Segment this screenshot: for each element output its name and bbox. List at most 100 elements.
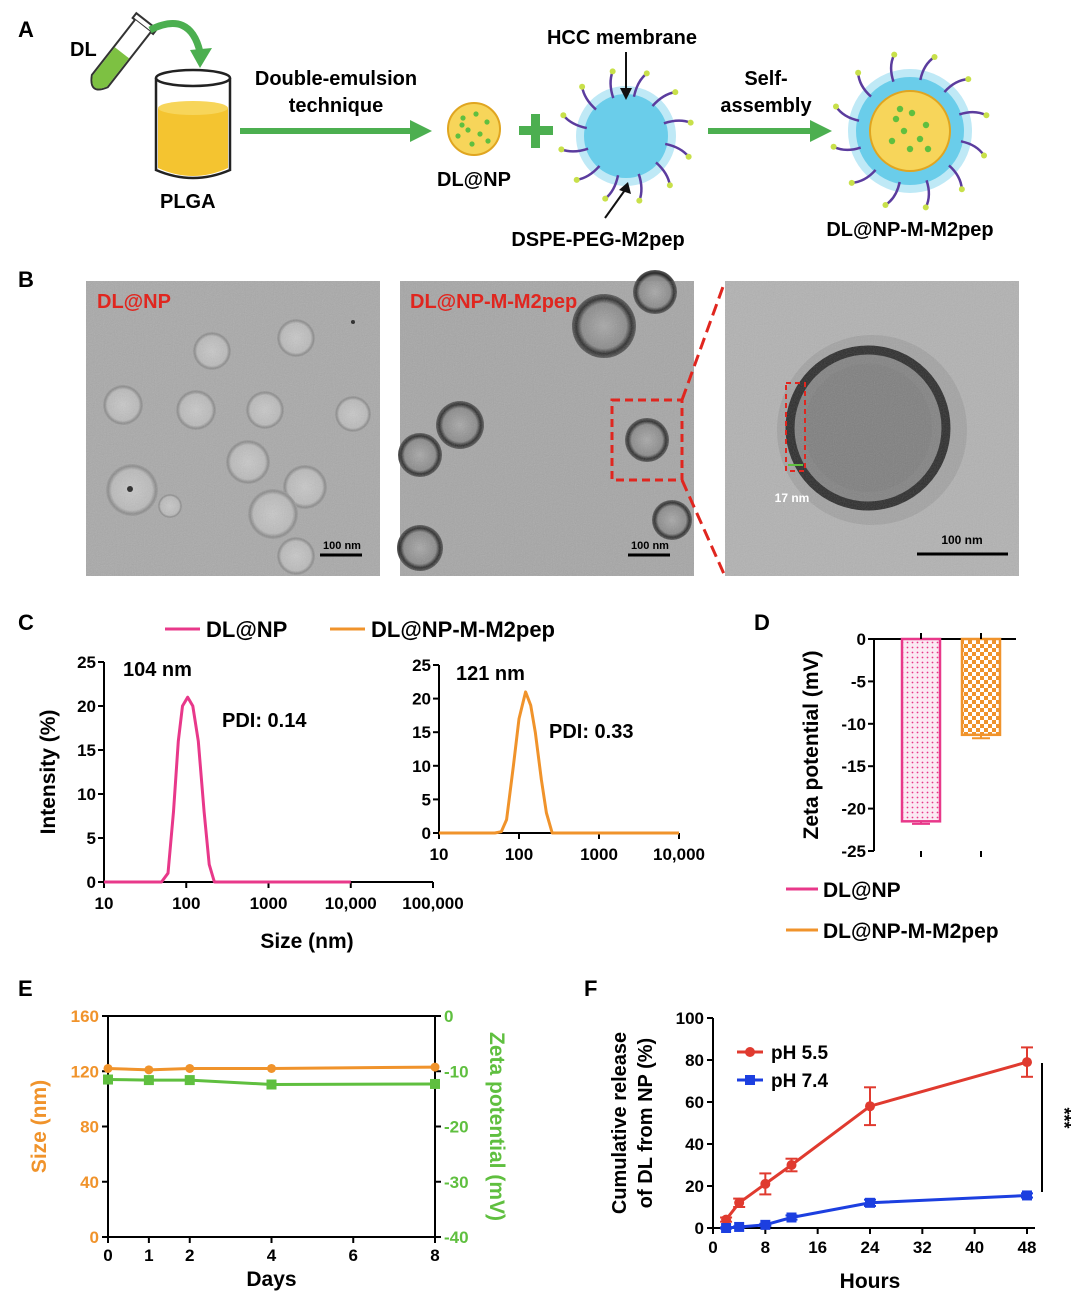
thickness-box [785, 382, 806, 472]
data-point [266, 1079, 277, 1090]
x-axis-label: Hours [840, 1270, 901, 1293]
y-tick-label: 80 [685, 1051, 704, 1070]
drug-dot [896, 105, 904, 113]
data-point [103, 1074, 113, 1085]
x-tick-label: 0 [103, 1246, 112, 1265]
peptide-head [560, 112, 567, 119]
chart-f: 0 20 40 60 80 100 0 8 16 24 32 40 48 pH 5.5 pH 7.4 *** H… [609, 1009, 1074, 1293]
legend-label-coated: DL@NP-M-M2pep [371, 617, 555, 642]
tem-image-zoom: 17 nm 100 nm [725, 281, 1019, 576]
y-tick-label: 10 [412, 757, 431, 776]
x-tick-label: 48 [1018, 1238, 1037, 1257]
x-tick-label: 10,000 [325, 894, 377, 913]
data-point [786, 1212, 797, 1223]
data-point [144, 1065, 154, 1075]
y2-tick-label: -40 [444, 1228, 469, 1247]
drug-dot [906, 145, 914, 153]
zoom-line-top [680, 283, 726, 401]
release-panel: F 0 20 40 60 80 100 0 8 16 24 32 40 48 pH 5.5 pH 7.4 **… [584, 976, 1074, 1293]
peptide-head [981, 152, 988, 159]
pdi-label: PDI: 0.14 [222, 710, 307, 732]
scale-bar-label-3: 100 nm [941, 533, 982, 547]
peg-chain [560, 147, 589, 153]
legend-label-dlnp: DL@NP [206, 617, 287, 642]
y2-tick-label: -10 [444, 1062, 469, 1081]
peptide-head [965, 76, 972, 83]
drug-dot [900, 127, 908, 135]
x-tick-label: 1 [144, 1246, 153, 1265]
peptide-head [832, 103, 839, 110]
y-tick-label: 20 [412, 690, 431, 709]
y-tick-label: 25 [77, 653, 96, 672]
x-tick-label: 10,000 [653, 845, 705, 864]
data-point [865, 1197, 875, 1208]
x-tick-label: 1000 [580, 845, 618, 864]
y-tick-label: 0 [857, 630, 866, 649]
arrow2-label-line2: assembly [720, 95, 812, 117]
y-tick-label: 120 [71, 1062, 99, 1081]
y-axis-label-line2: of DL from NP (%) [635, 1038, 657, 1208]
y-tick-label: 160 [71, 1007, 99, 1026]
peptide-head [573, 176, 580, 183]
peptide-head [891, 51, 898, 58]
chart-e: 0 40 80 120 160 0 -10 -20 -30 -40 0 1 2 4 6 8 Days Size (… [28, 1007, 508, 1291]
y-tick-label: 15 [77, 741, 96, 760]
peg-chain [609, 70, 615, 99]
peg-chain [637, 173, 643, 202]
data-point [1022, 1057, 1032, 1068]
scale-bar-label-1: 100 nm [323, 540, 361, 552]
thickness-label: 17 nm [775, 491, 810, 505]
x-tick-label: 100,000 [402, 894, 463, 913]
peptide-head [855, 69, 862, 76]
legend-marker [745, 1075, 755, 1085]
y-axis-label-line1: Cumulative release [609, 1032, 631, 1214]
arrow2-label-line1: Self- [744, 68, 787, 90]
panel-letter-f: F [584, 976, 597, 1001]
x-axis-label: Days [246, 1268, 296, 1291]
panel-letter-b: B [18, 267, 34, 292]
drug-dot [916, 135, 924, 143]
plga-label: PLGA [160, 191, 216, 213]
peptide-head [643, 70, 650, 77]
x-tick-label: 8 [430, 1246, 439, 1265]
peg-chain [663, 119, 692, 125]
data-point [721, 1214, 732, 1225]
plot-frame [107, 1015, 436, 1238]
data-point [721, 1223, 732, 1233]
hcc-pointer-head-icon [620, 88, 632, 100]
nanoparticle-icon [447, 102, 501, 156]
tem-panel: B DL@NP [18, 267, 1019, 576]
tem-image-coated: DL@NP-M-M2pep 100 nm [397, 270, 694, 576]
legend-label: DL@NP-M-M2pep [823, 920, 999, 943]
y-tick-label: -15 [841, 757, 866, 776]
data-point [430, 1062, 440, 1072]
peak-size-label: 121 nm [456, 663, 525, 685]
x-tick-label: 0 [708, 1238, 717, 1257]
y-axis-label: Zeta potential (mV) [800, 650, 823, 839]
data-point [734, 1221, 745, 1232]
scale-bar-label-2: 100 nm [631, 540, 669, 552]
x-tick-label: 10 [95, 894, 114, 913]
series-line [439, 690, 679, 835]
y-tick-label: 0 [422, 824, 431, 843]
drug-dot [908, 109, 916, 117]
y-tick-label: 100 [676, 1009, 704, 1028]
pdi-label: PDI: 0.33 [549, 721, 633, 743]
x-tick-label: 16 [808, 1238, 827, 1257]
peptide-head [636, 197, 643, 204]
tem-image-dlnp: DL@NP 100 nm [86, 281, 380, 576]
pour-arrowhead-icon [190, 48, 212, 68]
membrane-vesicle-icon [558, 68, 694, 204]
peptide-head [602, 195, 609, 202]
x-tick-label: 10 [430, 845, 449, 864]
arrow1-label-line2: technique [289, 95, 383, 117]
x-tick-label: 24 [861, 1238, 880, 1257]
tem-label-coated: DL@NP-M-M2pep [410, 291, 577, 313]
significance-label: *** [1054, 1107, 1074, 1128]
beaker-icon [154, 68, 232, 180]
hcc-membrane-label: HCC membrane [547, 27, 697, 49]
data-point [267, 1063, 276, 1073]
y-tick-label: -10 [841, 715, 866, 734]
peptide-head [931, 53, 938, 60]
